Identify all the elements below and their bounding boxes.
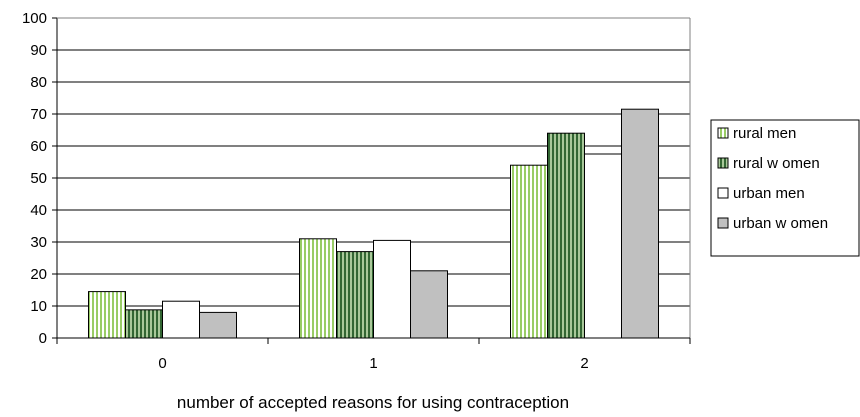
bar — [299, 238, 337, 339]
y-tick-label: 10 — [30, 298, 47, 315]
y-tick-label: 70 — [30, 106, 47, 123]
y-tick-label: 80 — [30, 74, 47, 91]
x-tick-labels: 0 1 2 — [158, 355, 588, 372]
legend-swatch — [717, 127, 729, 139]
bar — [199, 311, 237, 339]
bar — [88, 291, 126, 339]
y-tick-label: 100 — [22, 10, 47, 27]
bar — [125, 309, 163, 339]
y-tick-label: 60 — [30, 138, 47, 155]
y-tick-label: 20 — [30, 266, 47, 283]
legend-box — [710, 119, 860, 257]
y-tick-label: 30 — [30, 234, 47, 251]
bar — [621, 108, 659, 339]
y-tick-label: 50 — [30, 170, 47, 187]
y-tick-label: 90 — [30, 42, 47, 59]
bar — [162, 300, 200, 339]
bar — [410, 270, 448, 339]
bar — [510, 164, 548, 339]
bar — [373, 239, 411, 339]
bars — [88, 108, 659, 339]
y-tick-label: 0 — [39, 330, 47, 347]
axes — [52, 17, 691, 344]
bar — [584, 153, 622, 339]
bar — [547, 132, 585, 339]
legend: rural men rural w omen urban men urban w om… — [710, 119, 860, 257]
x-tick-label: 1 — [369, 355, 377, 372]
x-tick-label: 2 — [580, 355, 588, 372]
legend-label: urban w omen — [733, 215, 828, 232]
legend-label: rural w omen — [733, 155, 820, 172]
legend-swatch — [717, 217, 729, 229]
legend-swatch — [717, 157, 729, 169]
legend-label: rural men — [733, 125, 796, 142]
legend-swatch — [717, 187, 729, 199]
x-axis-title: number of accepted reasons for using con… — [177, 393, 569, 412]
legend-label: urban men — [733, 185, 805, 202]
y-tick-labels: 0 10 20 30 40 50 60 70 80 90 100 — [22, 10, 47, 347]
y-tick-label: 40 — [30, 202, 47, 219]
x-tick-label: 0 — [158, 355, 166, 372]
bar — [336, 251, 374, 339]
